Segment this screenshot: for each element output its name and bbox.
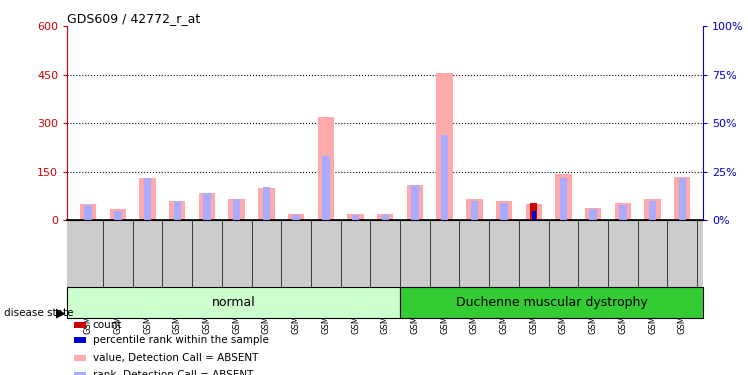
Bar: [203, 193, 211, 220]
Bar: [381, 214, 389, 220]
Text: ▶: ▶: [56, 307, 66, 320]
Bar: [73, 322, 86, 328]
Text: rank, Detection Call = ABSENT: rank, Detection Call = ABSENT: [93, 370, 253, 375]
Bar: [352, 214, 359, 220]
Bar: [532, 211, 536, 220]
Bar: [139, 178, 156, 220]
Bar: [649, 201, 656, 220]
Bar: [400, 287, 703, 318]
Bar: [174, 201, 181, 220]
Bar: [288, 214, 304, 220]
Bar: [530, 202, 538, 220]
Bar: [589, 209, 597, 220]
Bar: [500, 203, 508, 220]
Bar: [407, 185, 423, 220]
Bar: [411, 186, 419, 220]
Bar: [73, 372, 86, 375]
Bar: [199, 193, 215, 220]
Text: percentile rank within the sample: percentile rank within the sample: [93, 335, 269, 345]
Bar: [645, 200, 660, 220]
Bar: [619, 205, 627, 220]
Bar: [674, 177, 690, 220]
Bar: [110, 209, 126, 220]
Bar: [615, 202, 631, 220]
Bar: [466, 200, 482, 220]
Text: GDS609 / 42772_r_at: GDS609 / 42772_r_at: [67, 12, 200, 25]
Bar: [80, 204, 96, 220]
Bar: [377, 214, 393, 220]
Bar: [470, 201, 478, 220]
Text: value, Detection Call = ABSENT: value, Detection Call = ABSENT: [93, 352, 258, 363]
Text: count: count: [93, 320, 122, 330]
Bar: [292, 214, 300, 220]
Text: Duchenne muscular dystrophy: Duchenne muscular dystrophy: [456, 296, 648, 309]
Bar: [585, 207, 601, 220]
Text: disease state: disease state: [4, 308, 73, 318]
Bar: [73, 337, 86, 343]
Bar: [258, 188, 275, 220]
Bar: [73, 354, 86, 360]
Bar: [228, 200, 245, 220]
Bar: [67, 287, 400, 318]
Bar: [560, 178, 567, 220]
Bar: [114, 211, 121, 220]
Bar: [526, 204, 542, 220]
Bar: [496, 201, 512, 220]
Bar: [263, 188, 270, 220]
Bar: [233, 199, 240, 220]
Bar: [322, 156, 330, 220]
Bar: [441, 135, 448, 220]
Bar: [555, 174, 571, 220]
Bar: [678, 178, 686, 220]
Bar: [318, 117, 334, 220]
Text: normal: normal: [212, 296, 256, 309]
Bar: [437, 73, 453, 220]
Bar: [347, 214, 364, 220]
Bar: [144, 178, 151, 220]
Bar: [169, 201, 186, 220]
Bar: [85, 205, 92, 220]
